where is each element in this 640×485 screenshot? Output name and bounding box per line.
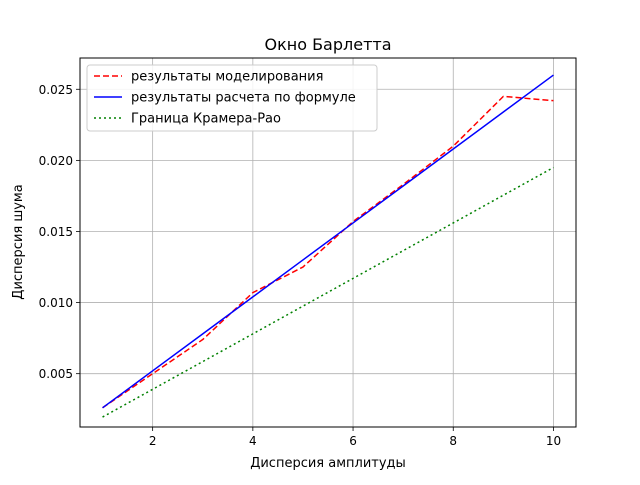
y-tick-label: 0.010 bbox=[39, 296, 73, 310]
y-tick-label: 0.020 bbox=[39, 154, 73, 168]
y-axis-ticks: 0.005 0.010 0.015 0.020 0.025 bbox=[39, 83, 80, 381]
x-axis-label: Дисперсия амплитуды bbox=[250, 456, 406, 471]
legend-label-series-3: Граница Крамера-Рао bbox=[131, 112, 281, 127]
x-tick-label: 6 bbox=[349, 434, 357, 448]
legend-label-series-2: результаты расчета по формуле bbox=[131, 91, 356, 106]
x-tick-label: 10 bbox=[546, 434, 561, 448]
legend-label-series-1: результаты моделирования bbox=[131, 70, 323, 85]
series-line-2 bbox=[102, 74, 554, 409]
y-axis-label: Дисперсия шума bbox=[11, 184, 26, 299]
y-tick-label: 0.015 bbox=[39, 225, 73, 239]
x-tick-label: 2 bbox=[149, 434, 157, 448]
chart-title: Окно Барлетта bbox=[264, 35, 391, 54]
y-tick-label: 0.005 bbox=[39, 367, 73, 381]
x-tick-label: 8 bbox=[449, 434, 457, 448]
x-tick-label: 4 bbox=[249, 434, 257, 448]
series-line-3 bbox=[102, 166, 554, 418]
series-line-1 bbox=[102, 95, 554, 409]
legend: результаты моделирования результаты расч… bbox=[86, 64, 378, 132]
legend-box bbox=[86, 64, 378, 132]
plot-lines bbox=[102, 74, 554, 418]
x-axis-ticks: 2 4 6 8 10 bbox=[149, 427, 561, 448]
y-tick-label: 0.025 bbox=[39, 83, 73, 97]
plot-frame bbox=[79, 57, 577, 428]
